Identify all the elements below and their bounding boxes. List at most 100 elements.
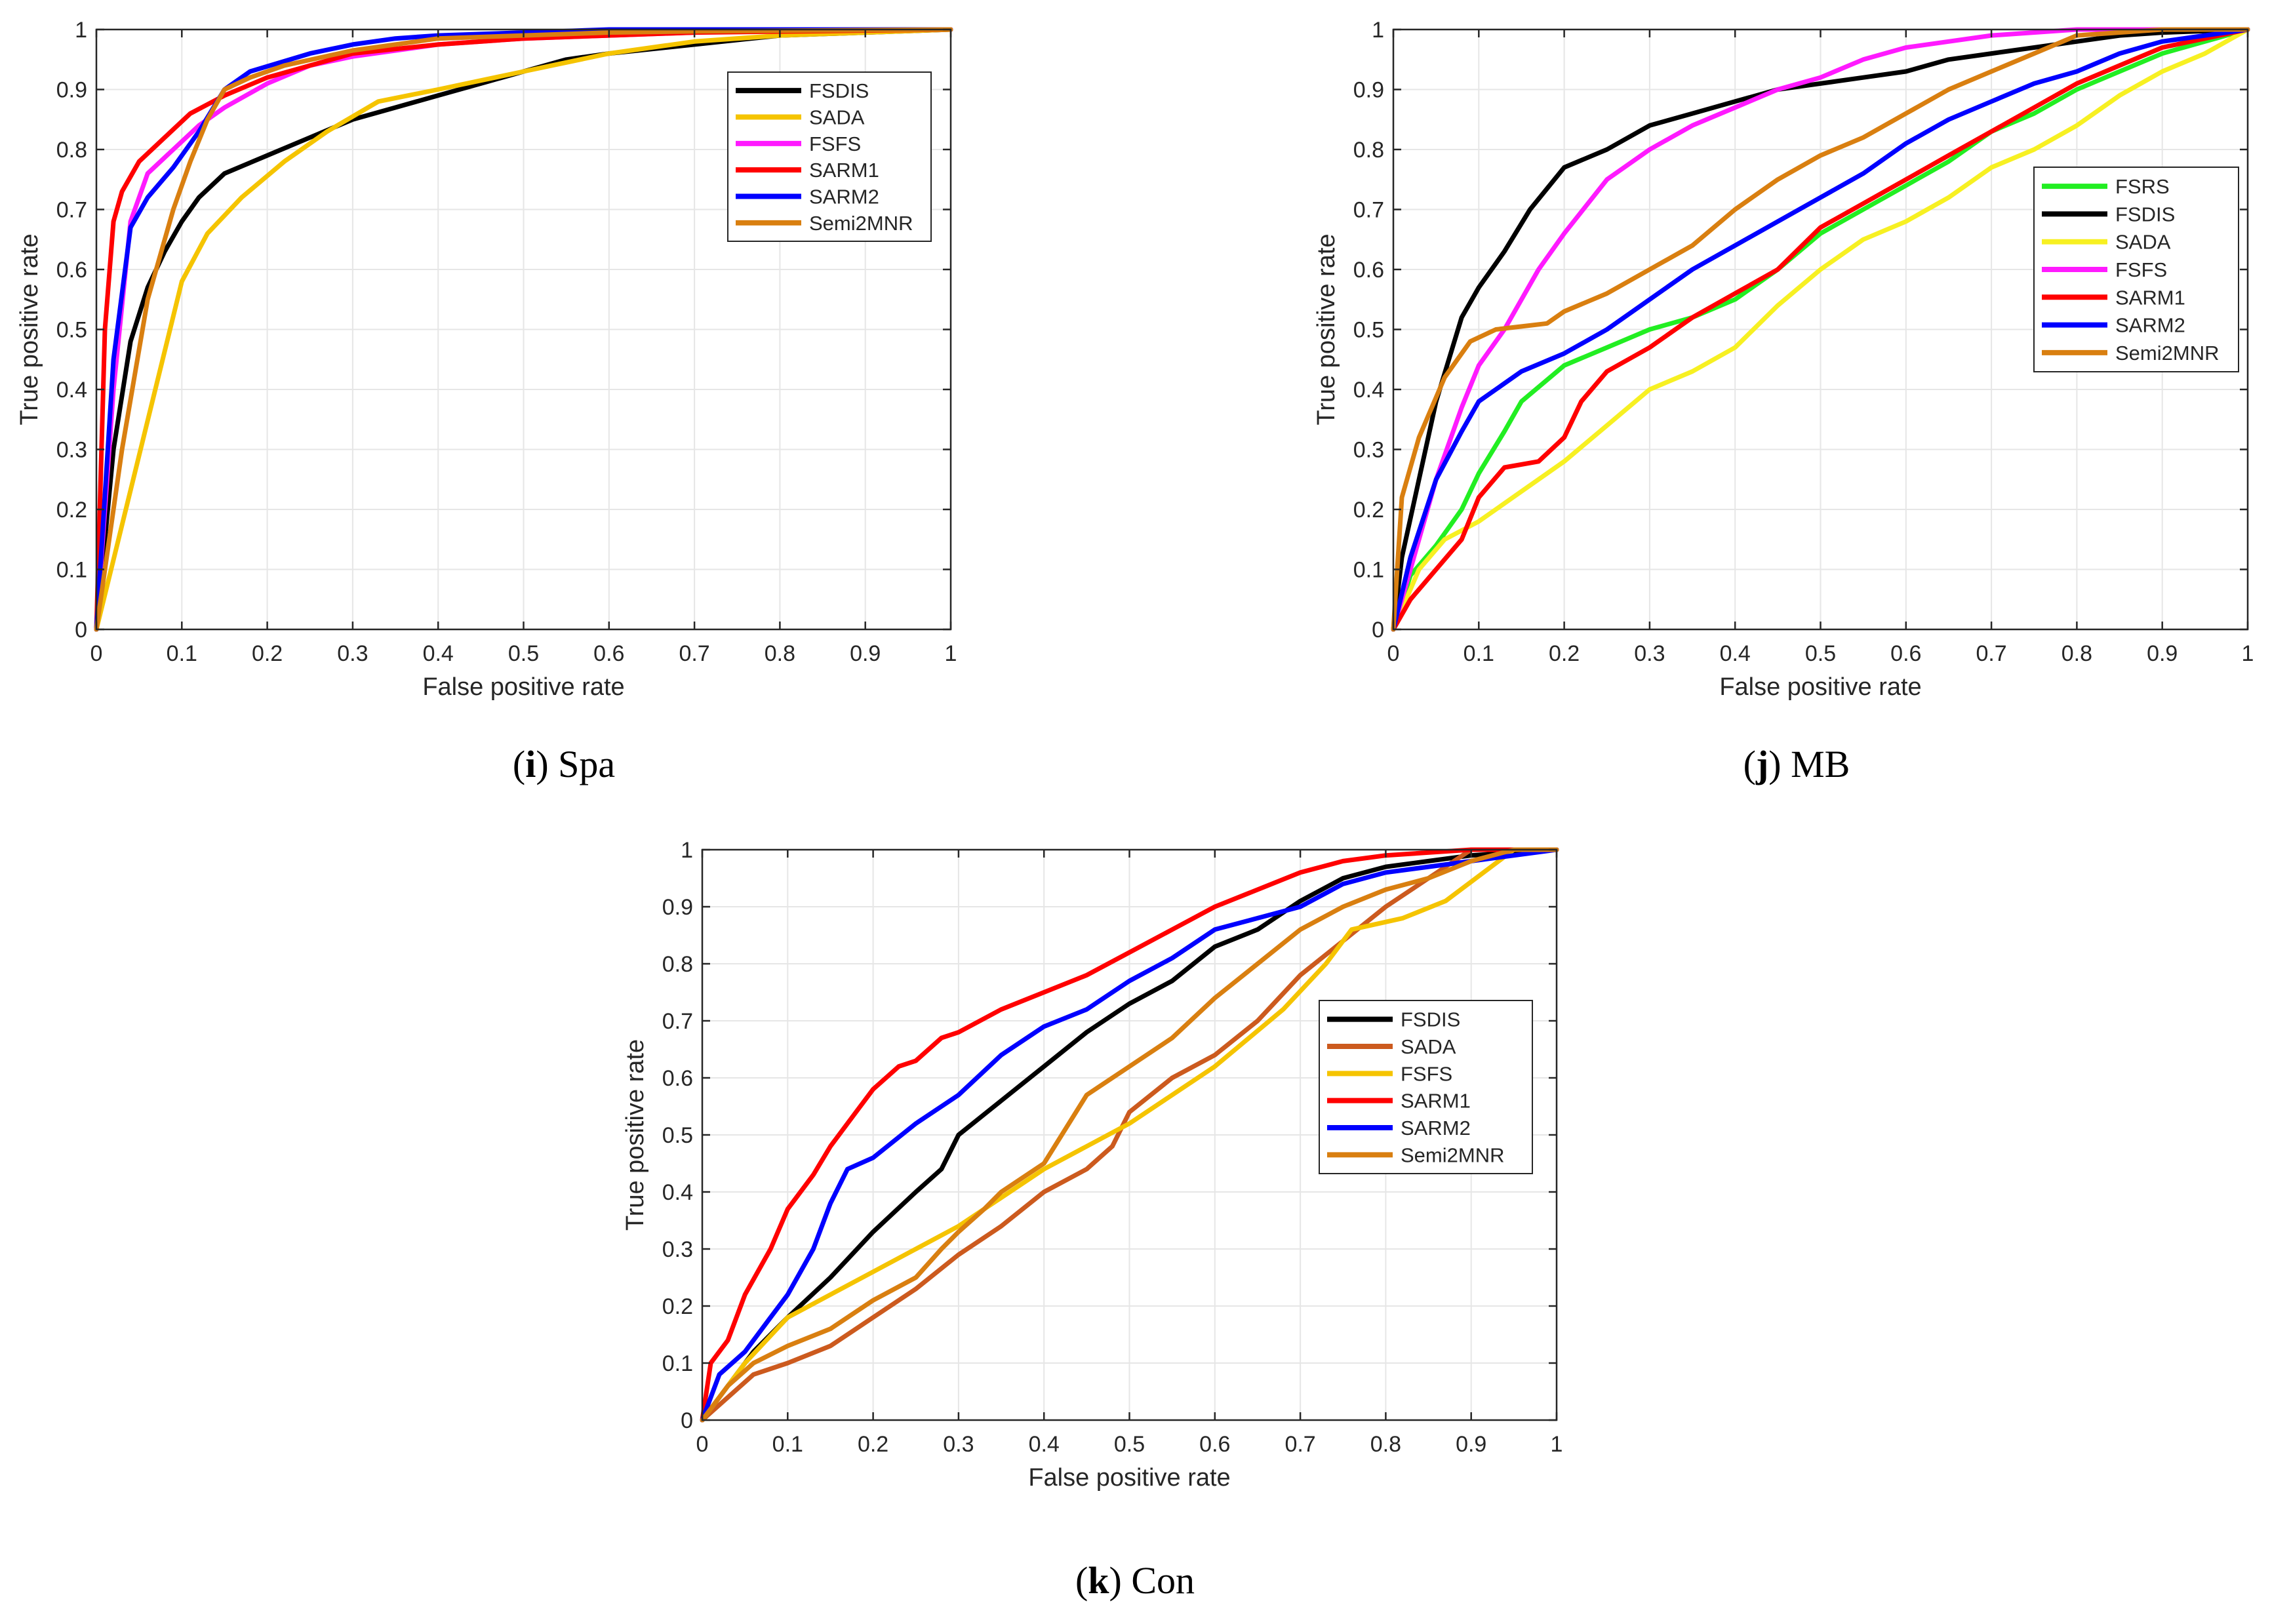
- legend-label-fsfs: FSFS: [1401, 1062, 1452, 1085]
- y-tick-label: 0.5: [662, 1123, 693, 1148]
- series-line-sarm1: [700, 847, 1559, 1423]
- series-line-fsdis: [1391, 27, 2250, 632]
- y-tick-label: 0.9: [56, 78, 87, 103]
- x-tick-label: 0.1: [167, 641, 197, 666]
- y-tick-label: 0.9: [662, 895, 693, 920]
- x-axis-label: False positive rate: [422, 673, 624, 701]
- x-axis-label: False positive rate: [1719, 673, 1921, 701]
- x-tick-label: 0.4: [1720, 641, 1751, 666]
- x-tick-label: 0.1: [772, 1432, 803, 1457]
- series-line-fsfs: [700, 847, 1559, 1423]
- x-tick-label: 0.2: [1549, 641, 1580, 666]
- x-tick-label: 0.8: [2061, 641, 2092, 666]
- x-axis-label: False positive rate: [1028, 1464, 1230, 1492]
- legend-label-semi2mnr: Semi2MNR: [1401, 1143, 1504, 1166]
- x-tick-label: 0.3: [1634, 641, 1665, 666]
- series-line-sada: [94, 27, 953, 632]
- x-tick-label: 0.4: [1029, 1432, 1060, 1457]
- y-axis-label: True positive rate: [622, 1039, 649, 1231]
- series-line-sada: [1391, 27, 2250, 632]
- series-line-sarm2: [700, 847, 1559, 1423]
- x-tick-label: 0.9: [850, 641, 881, 666]
- legend-label-sarm2: SARM2: [1401, 1117, 1471, 1139]
- y-tick-label: 0.4: [1353, 378, 1384, 403]
- x-tick-label: 1: [2242, 641, 2254, 666]
- x-tick-label: 0.8: [1370, 1432, 1401, 1457]
- legend-box: [727, 71, 932, 242]
- y-tick-label: 1: [75, 18, 87, 43]
- y-tick-label: 0.3: [662, 1237, 693, 1262]
- y-tick-label: 1: [1372, 18, 1384, 43]
- y-tick-label: 0.1: [56, 558, 87, 583]
- series-line-sada: [700, 847, 1559, 1423]
- y-tick-label: 0.8: [56, 138, 87, 163]
- x-tick-label: 0.6: [593, 641, 624, 666]
- x-tick-label: 0: [90, 641, 103, 666]
- x-tick-label: 0.9: [2147, 641, 2178, 666]
- caption-mb: (j) MB: [1743, 743, 1850, 785]
- legend: FSDIS SADA FSFS SARM1 SARM2 Semi2MNR: [1319, 1000, 1533, 1174]
- x-tick-label: 0.9: [1456, 1432, 1486, 1457]
- series-line-fsdis: [700, 847, 1559, 1423]
- x-tick-label: 0.7: [679, 641, 709, 666]
- x-tick-label: 0.5: [1114, 1432, 1145, 1457]
- legend-label-sada: SADA: [1401, 1035, 1456, 1058]
- y-tick-label: 0.2: [1353, 498, 1384, 523]
- y-tick-label: 0.5: [56, 318, 87, 343]
- series-line-semi2mnr: [700, 847, 1559, 1423]
- legend-label-fsdis: FSDIS: [1401, 1008, 1460, 1031]
- y-tick-label: 0.4: [662, 1180, 693, 1205]
- series-line-semi2mnr: [94, 27, 953, 632]
- x-tick-label: 0.1: [1464, 641, 1494, 666]
- y-axis-label: True positive rate: [1313, 233, 1340, 425]
- series-line-semi2mnr: [1391, 27, 2250, 632]
- series-line-sarm2: [1391, 27, 2250, 632]
- roc-chart-con: 0 0.1 0.2 0.3 0.4 0.5 0.6 0.7 0.8 0.9 1 0 0.1 0.2 0.3 0…: [622, 838, 1563, 1492]
- x-tick-label: 0.5: [1805, 641, 1836, 666]
- legend-label-sada: SADA: [809, 106, 865, 129]
- caption-spa: (i) Spa: [513, 743, 615, 785]
- x-tick-label: 0.5: [508, 641, 539, 666]
- y-tick-label: 0: [75, 618, 87, 643]
- series-line-fsrs: [1391, 27, 2250, 632]
- x-tick-label: 0.6: [1199, 1432, 1230, 1457]
- x-tick-label: 0.7: [1976, 641, 2006, 666]
- x-tick-label: 0.3: [337, 641, 368, 666]
- y-tick-label: 0.5: [1353, 318, 1384, 343]
- x-tick-label: 0.6: [1890, 641, 1921, 666]
- roc-chart-spa: 0 0.1 0.2 0.3 0.4 0.5 0.6 0.7 0.8 0.9 1 0 0.1 0.2 0.3 0…: [16, 18, 957, 701]
- y-tick-label: 0.4: [56, 378, 87, 403]
- y-tick-label: 0.8: [662, 952, 693, 977]
- x-tick-label: 0: [696, 1432, 709, 1457]
- legend-label-sada: SADA: [2115, 231, 2171, 254]
- y-tick-label: 0.1: [662, 1351, 693, 1376]
- y-tick-label: 0.7: [662, 1009, 693, 1034]
- y-tick-label: 0.6: [1353, 258, 1384, 283]
- y-tick-label: 0: [681, 1408, 693, 1433]
- x-tick-label: 1: [945, 641, 957, 666]
- legend-label-sarm1: SARM1: [2115, 286, 2185, 309]
- y-tick-label: 0.6: [56, 258, 87, 283]
- legend-label-semi2mnr: Semi2MNR: [809, 212, 913, 235]
- legend-label-fsdis: FSDIS: [2115, 203, 2175, 226]
- x-tick-label: 0.2: [252, 641, 283, 666]
- legend: FSDIS SADA FSFS SARM1 SARM2 Semi2MNR: [727, 71, 932, 242]
- legend-label-sarm2: SARM2: [809, 186, 879, 208]
- y-tick-label: 0.3: [56, 438, 87, 463]
- y-tick-label: 1: [681, 838, 693, 863]
- legend-label-fsfs: FSFS: [809, 132, 861, 155]
- x-tick-label: 0.3: [943, 1432, 974, 1457]
- x-tick-label: 1: [1551, 1432, 1563, 1457]
- x-tick-label: 0: [1387, 641, 1400, 666]
- y-tick-label: 0.2: [662, 1294, 693, 1319]
- y-tick-label: 0.6: [662, 1066, 693, 1091]
- legend: FSRS FSDIS SADA FSFS SARM1 SARM2 Semi2MNR: [2033, 167, 2239, 372]
- legend-label-semi2mnr: Semi2MNR: [2115, 342, 2219, 365]
- y-tick-label: 0.1: [1353, 558, 1384, 583]
- caption-con: (k) Con: [1075, 1559, 1195, 1602]
- legend-label-sarm1: SARM1: [809, 159, 879, 182]
- legend-label-fsdis: FSDIS: [809, 79, 869, 102]
- y-tick-label: 0: [1372, 618, 1384, 643]
- y-tick-label: 0.9: [1353, 78, 1384, 103]
